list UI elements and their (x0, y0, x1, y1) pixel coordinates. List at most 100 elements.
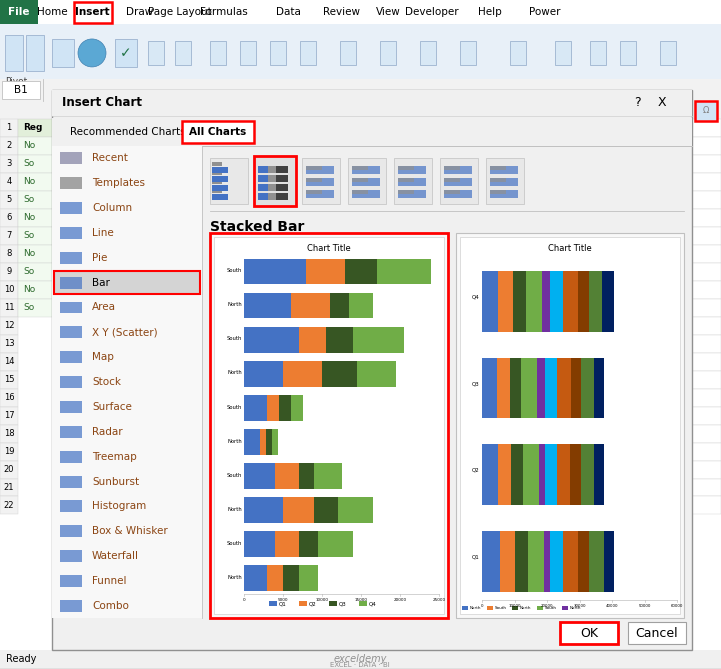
Bar (52, 39, 74, 67)
Bar (60, 500, 82, 512)
Bar (570, 444, 581, 505)
Text: 9: 9 (6, 267, 12, 276)
Bar (52, 90, 692, 650)
Text: 12: 12 (4, 321, 14, 330)
Bar (60, 353, 721, 371)
Bar (276, 193, 288, 200)
Bar (268, 193, 276, 200)
Bar (352, 190, 368, 194)
Text: Bar: Bar (92, 278, 110, 288)
Text: Histogram: Histogram (92, 502, 146, 512)
Bar (60, 173, 721, 191)
Text: So: So (23, 303, 35, 312)
Text: Q2: Q2 (309, 601, 317, 606)
Bar (60, 155, 721, 173)
Bar (0, 119, 18, 137)
Bar (0, 407, 18, 425)
Bar (539, 444, 545, 505)
Bar (560, 622, 618, 644)
Bar (60, 153, 82, 165)
Text: 15000: 15000 (355, 598, 368, 602)
Bar (60, 137, 721, 155)
Bar (352, 166, 380, 174)
Bar (291, 395, 303, 421)
Text: Templates: Templates (92, 178, 145, 188)
Bar (244, 259, 306, 284)
Bar (537, 358, 545, 418)
Bar (542, 271, 550, 332)
Bar (52, 146, 202, 618)
Text: 22: 22 (4, 501, 14, 510)
Bar (544, 531, 550, 591)
Bar (212, 167, 228, 173)
Text: 20000: 20000 (394, 598, 407, 602)
Bar (537, 606, 543, 610)
Bar (515, 531, 528, 591)
Bar (571, 358, 581, 418)
Bar (258, 193, 268, 200)
Bar (0, 227, 18, 245)
Text: So: So (23, 195, 35, 204)
Text: 6: 6 (6, 213, 12, 222)
Bar (18, 245, 60, 263)
Text: OK: OK (580, 627, 598, 640)
Bar (490, 166, 506, 170)
Bar (695, 101, 717, 121)
Bar (0, 442, 18, 460)
Bar (244, 327, 298, 353)
Bar (210, 158, 248, 204)
Text: Radar: Radar (92, 427, 123, 437)
Text: 50000: 50000 (638, 604, 650, 608)
Text: Recent: Recent (92, 153, 128, 163)
Bar (266, 429, 272, 455)
Bar (0, 281, 18, 298)
Bar (60, 425, 721, 442)
Text: 21: 21 (4, 483, 14, 492)
Bar (18, 298, 60, 316)
Bar (444, 190, 472, 198)
Bar (258, 175, 268, 182)
Text: Q2: Q2 (472, 468, 480, 473)
Bar (353, 327, 404, 353)
Text: Combo: Combo (92, 601, 129, 611)
Bar (268, 166, 276, 173)
Text: 15: 15 (4, 375, 14, 384)
Text: Cancel: Cancel (636, 627, 678, 640)
Text: Pivot: Pivot (5, 77, 27, 86)
Bar (329, 601, 337, 606)
Bar (511, 444, 523, 505)
Bar (260, 429, 266, 455)
Bar (60, 575, 82, 587)
Text: North: North (227, 439, 242, 444)
Bar (212, 171, 222, 175)
Bar (695, 101, 717, 121)
Bar (628, 622, 686, 644)
Bar (528, 531, 544, 591)
Circle shape (78, 39, 106, 67)
Text: Sunburst: Sunburst (92, 476, 139, 486)
Bar (490, 190, 518, 198)
Bar (0, 209, 18, 227)
Text: Insert: Insert (75, 7, 110, 17)
Bar (0, 371, 18, 389)
Bar (60, 442, 721, 460)
Bar (349, 293, 373, 318)
Text: Home: Home (37, 7, 67, 17)
Bar (60, 209, 721, 227)
Bar (306, 178, 322, 182)
Bar (60, 316, 721, 334)
Bar (60, 252, 82, 264)
Bar (60, 371, 721, 389)
Bar (60, 460, 721, 478)
Bar (578, 271, 589, 332)
Bar (589, 531, 604, 591)
Bar (18, 209, 60, 227)
Bar (0, 24, 721, 79)
Bar (497, 358, 510, 418)
Bar (460, 237, 680, 614)
Bar (18, 173, 60, 191)
Bar (212, 194, 228, 200)
Bar (283, 361, 322, 387)
Text: Surface: Surface (92, 402, 132, 412)
Bar (60, 227, 82, 239)
